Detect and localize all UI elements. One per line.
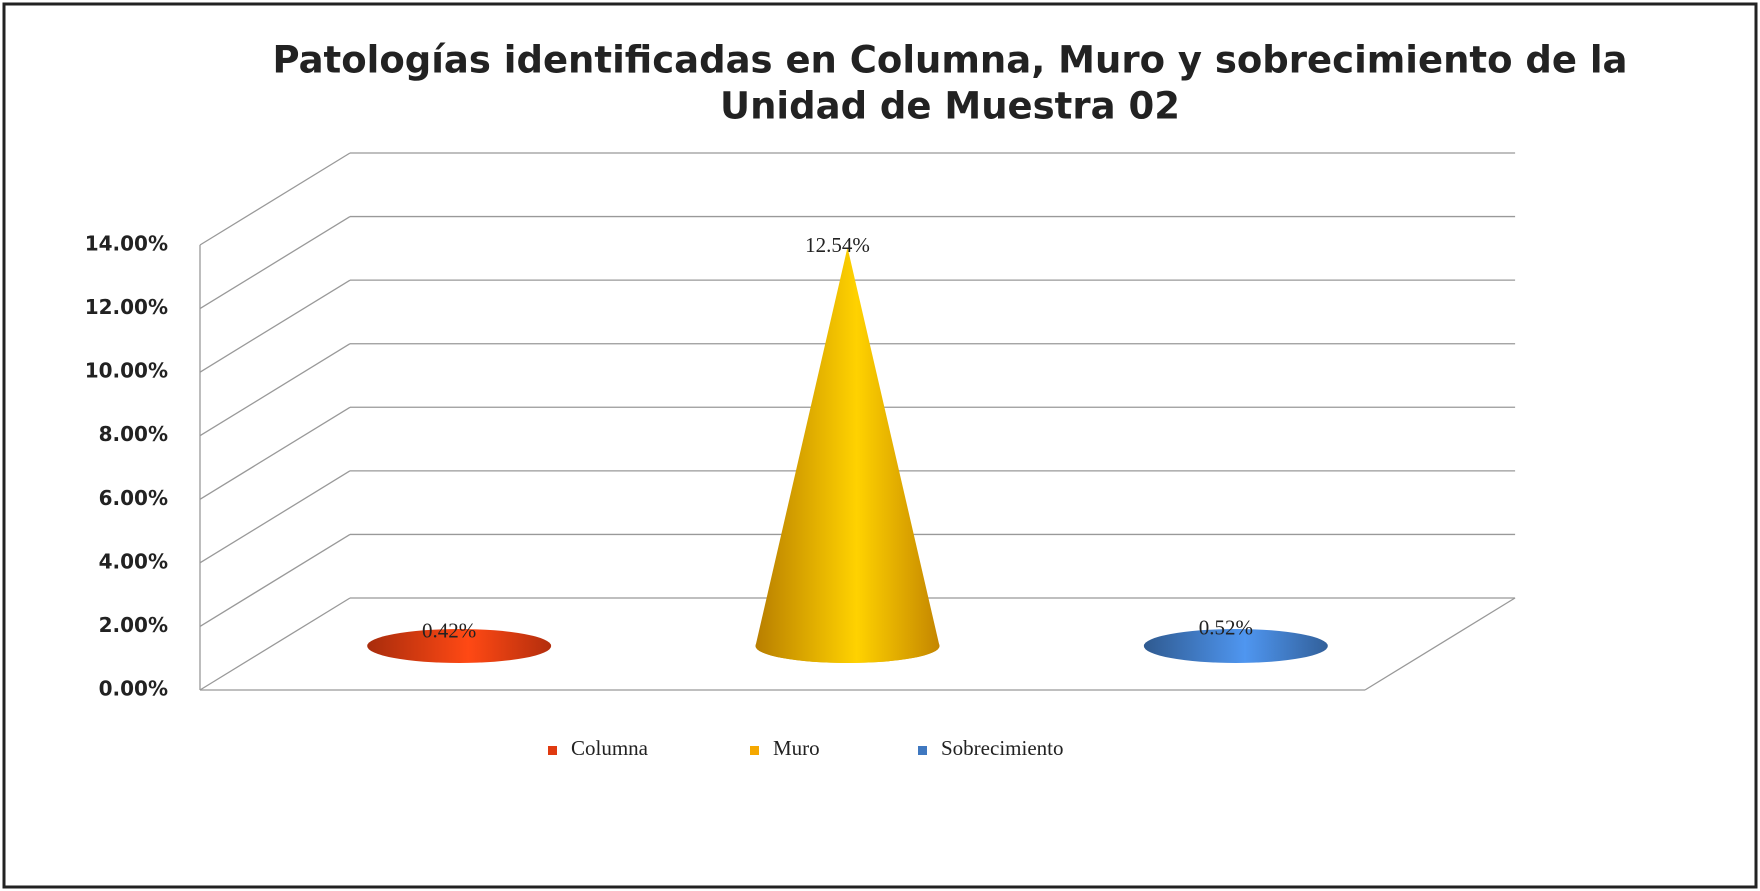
cone [755, 247, 940, 663]
grid-line [199, 152, 1516, 246]
grid-line [199, 597, 1516, 691]
legend-swatch [548, 746, 557, 755]
y-tick-label: 10.00% [85, 359, 168, 383]
y-tick-label: 4.00% [99, 549, 168, 573]
floor-edge [1364, 597, 1516, 691]
grid-line [199, 215, 1516, 310]
value-label: 12.54% [805, 233, 870, 257]
value-label: 0.42% [422, 618, 476, 642]
legend-swatch [918, 746, 927, 755]
legend-label: Muro [773, 736, 820, 760]
legend-label: Columna [571, 736, 649, 760]
y-tick-label: 2.00% [99, 613, 168, 637]
value-label: 0.52% [1199, 615, 1253, 639]
cone [1143, 629, 1328, 663]
legend-label: Sobrecimiento [941, 736, 1063, 760]
y-tick-label: 6.00% [99, 486, 168, 510]
y-tick-label: 14.00% [85, 232, 168, 256]
y-tick-label: 12.00% [85, 295, 168, 319]
y-tick-label: 0.00% [99, 677, 168, 701]
chart-title: Patologías identificadas en Columna, Mur… [272, 39, 1627, 82]
legend-swatch [750, 746, 759, 755]
grid-line [199, 343, 1516, 437]
grid-line [199, 470, 1516, 564]
grid-line [199, 406, 1516, 500]
grid-line [199, 279, 1516, 373]
y-tick-label: 8.00% [99, 422, 168, 446]
chart-title: Unidad de Muestra 02 [720, 85, 1180, 128]
cone [367, 629, 552, 663]
grid-line [199, 533, 1516, 627]
